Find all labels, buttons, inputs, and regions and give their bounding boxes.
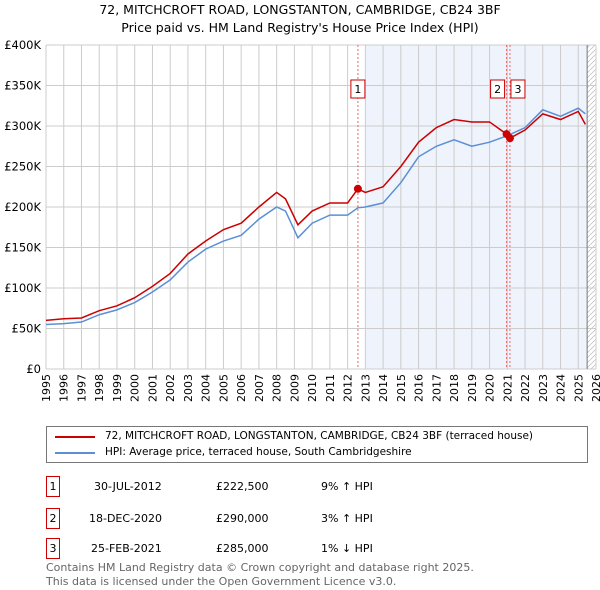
chart-title: 72, MITCHCROFT ROAD, LONGSTANTON, CAMBRI… [99, 2, 501, 17]
x-tick-label: 2019 [466, 374, 479, 402]
sale-row: 2 18-DEC-2020 £290,000 3% ↑ HPI [46, 508, 446, 529]
sale-marker: 3 [46, 538, 60, 559]
footer-copyright: Contains HM Land Registry data © Crown c… [46, 561, 474, 574]
sale-date: 25-FEB-2021 [91, 542, 162, 555]
x-tick-label: 2014 [377, 374, 390, 402]
sale-label: 2 [494, 83, 501, 96]
y-tick-label: £200K [4, 200, 41, 214]
x-tick-label: 1998 [93, 374, 106, 402]
legend-label-hpi: HPI: Average price, terraced house, Sout… [105, 446, 412, 458]
y-tick-label: £100K [4, 281, 41, 295]
x-tick-label: 2015 [395, 374, 408, 402]
x-tick-label: 2020 [484, 374, 497, 402]
y-tick-label: £350K [4, 79, 41, 93]
x-tick-label: 2011 [324, 374, 337, 402]
x-tick-label: 2002 [164, 374, 177, 402]
chart-subtitle: Price paid vs. HM Land Registry's House … [121, 20, 479, 35]
x-tick-label: 1996 [58, 374, 71, 402]
x-tick-label: 2021 [501, 374, 514, 402]
sale-point [505, 134, 514, 143]
sale-marker: 2 [46, 508, 60, 529]
y-tick-label: £0 [26, 362, 41, 376]
plot-area: 1995 1996 1997 1998 1999 2000 2001 2002 2003 2004… [4, 38, 600, 402]
x-tick-label: 2010 [306, 374, 319, 402]
x-tick-label: 2022 [519, 374, 532, 402]
legend-swatch-property [55, 435, 95, 438]
y-tick-label: £300K [4, 119, 41, 133]
x-tick-label: 2009 [288, 374, 301, 402]
sale-date: 18-DEC-2020 [89, 512, 163, 525]
x-tick-label: 2025 [572, 374, 585, 402]
y-tick-label: £400K [4, 38, 41, 52]
x-tick-label: 2001 [146, 374, 159, 402]
x-tick-label: 2012 [342, 374, 355, 402]
x-tick-label: 2004 [200, 374, 213, 402]
x-tick-label: 1997 [75, 374, 88, 402]
sale-point [353, 184, 362, 193]
sale-price: £285,000 [216, 542, 269, 555]
x-tick-label: 2016 [413, 374, 426, 402]
sale-price: £222,500 [216, 480, 269, 493]
x-tick-label: 1995 [40, 374, 53, 402]
legend-label-property: 72, MITCHCROFT ROAD, LONGSTANTON, CAMBRI… [105, 430, 534, 442]
y-tick-label: £150K [4, 241, 41, 255]
sale-hpi: 9% ↑ HPI [321, 480, 373, 493]
sale-label-box [350, 79, 366, 99]
x-tick-label: 2005 [217, 374, 230, 402]
legend-swatch-hpi [55, 451, 95, 454]
y-tick-label: £250K [4, 160, 41, 174]
x-tick-label: 2017 [430, 374, 443, 402]
sale-marker: 1 [46, 476, 60, 497]
sale-label: 3 [514, 83, 521, 96]
sale-hpi: 3% ↑ HPI [321, 512, 373, 525]
x-tick-label: 2026 [590, 374, 600, 402]
sale-hpi: 1% ↓ HPI [321, 542, 373, 555]
sale-price: £290,000 [216, 512, 269, 525]
x-tick-label: 2024 [555, 374, 568, 402]
legend: 72, MITCHCROFT ROAD, LONGSTANTON, CAMBRI… [46, 426, 588, 463]
x-tick-label: 2006 [235, 374, 248, 402]
sale-row: 1 30-JUL-2012 £222,500 9% ↑ HPI [46, 476, 446, 497]
x-tick-label: 2013 [359, 374, 372, 402]
sale-label: 1 [354, 83, 361, 96]
x-tick-label: 2000 [129, 374, 142, 402]
sale-date: 30-JUL-2012 [94, 480, 162, 493]
x-tick-label: 2003 [182, 374, 195, 402]
x-tick-label: 2018 [448, 374, 461, 402]
sale-row: 3 25-FEB-2021 £285,000 1% ↓ HPI [46, 538, 446, 559]
x-tick-label: 1999 [111, 374, 124, 402]
x-tick-label: 2007 [253, 374, 266, 402]
x-tick-label: 2023 [537, 374, 550, 402]
y-tick-label: £50K [12, 322, 42, 336]
hpi-line [45, 107, 586, 326]
x-tick-label: 2008 [271, 374, 284, 402]
sale-label-box [510, 79, 526, 99]
footer-license: This data is licensed under the Open Gov… [46, 575, 397, 588]
sale-label-box [490, 79, 506, 99]
